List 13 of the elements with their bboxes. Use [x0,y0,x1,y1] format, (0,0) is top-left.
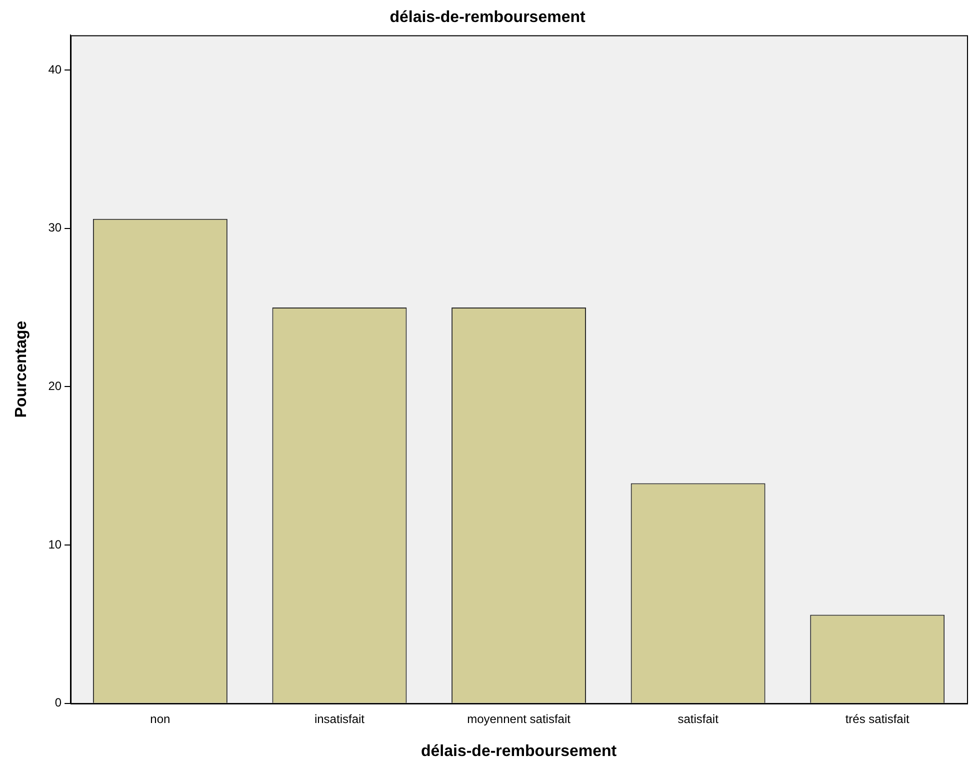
y-tick-label: 0 [54,696,62,710]
x-tick-label: insatisfait [314,712,366,726]
y-tick-label: 30 [48,220,62,235]
x-tick-label: trés satisfait [845,712,910,726]
x-tick-label: satisfait [678,712,720,726]
x-tick-label: non [150,712,170,726]
x-tick-label: moyennent satisfait [467,712,572,726]
x-axis-title: délais-de-remboursement [420,742,618,760]
chart-title: délais-de-remboursement [390,9,586,26]
y-tick-label: 20 [48,379,62,394]
y-tick-label: 40 [48,62,62,76]
y-axis-title: Pourcentage [13,320,30,418]
y-tick-label: 10 [48,537,62,552]
